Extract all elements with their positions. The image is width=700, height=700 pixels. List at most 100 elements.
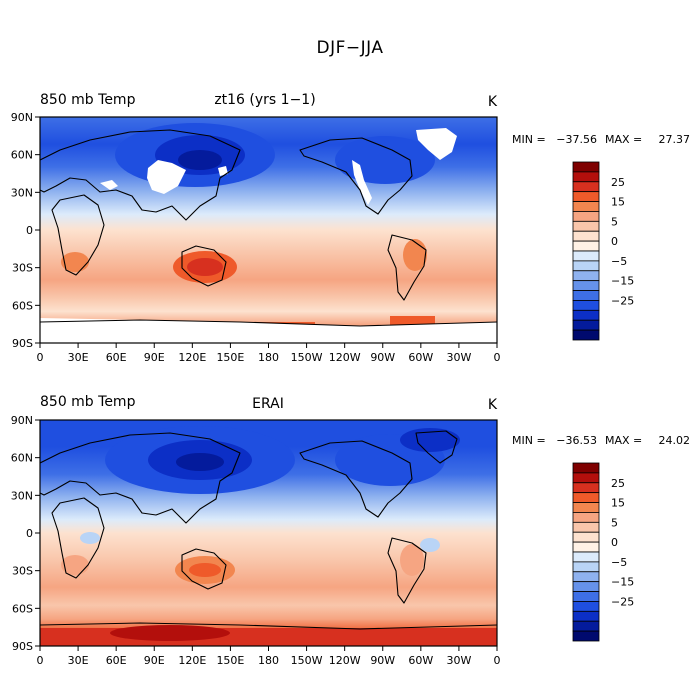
- colorbar-swatch: [572, 591, 600, 602]
- colorbar-label: 0: [611, 235, 618, 248]
- colorbar-swatch: [572, 601, 600, 612]
- coast-antarctica: [40, 319, 497, 327]
- lon-tick-label: 120E: [178, 351, 206, 364]
- figure-title: DJF−JJA: [316, 38, 384, 58]
- stats-min-label: MIN =: [512, 434, 546, 447]
- coast-samerica: [387, 537, 427, 604]
- lat-tick-label: 90S: [12, 640, 33, 653]
- coast-namerica: [299, 137, 413, 215]
- missing-rockies: [352, 160, 372, 205]
- colorbar-swatch: [572, 630, 600, 642]
- lon-tick-label: 0: [37, 351, 44, 364]
- lon-tick-label: 150E: [216, 351, 244, 364]
- coast-greenland: [415, 430, 458, 464]
- coast-africa: [51, 194, 105, 276]
- missing-tibet: [147, 160, 186, 194]
- lat-tick-label: 60S: [12, 299, 33, 312]
- colorbar-swatch: [572, 211, 600, 222]
- colorbar-swatch: [572, 319, 600, 331]
- colorbar-label: −25: [611, 595, 634, 608]
- lat-axis: 90N 60N 30N 0 30S 60S 90S: [11, 111, 40, 350]
- lon-tick-label: 150E: [216, 654, 244, 667]
- warm-core-safrica: [61, 252, 89, 272]
- coast-namerica: [299, 440, 413, 518]
- colorbar-label: −15: [611, 275, 634, 288]
- colorbar-swatch: [572, 620, 600, 632]
- lon-tick-label: 30E: [68, 654, 89, 667]
- lon-tick-label: 150W: [291, 654, 323, 667]
- lat-tick-label: 0: [26, 224, 33, 237]
- colorbar-swatch: [572, 191, 600, 202]
- colorbar-swatch: [572, 472, 600, 484]
- colorbar-swatch: [572, 280, 600, 291]
- missing-west-asia: [100, 180, 118, 190]
- colorbar-swatch: [572, 220, 600, 232]
- warm-core-samerica: [400, 544, 424, 576]
- lon-tick-label: 0: [37, 654, 44, 667]
- stats-min-value: −36.53: [556, 434, 597, 447]
- lon-tick-label: 90W: [370, 351, 395, 364]
- lat-tick-label: 30S: [12, 262, 33, 275]
- colorbar-label: −5: [611, 556, 627, 569]
- panel-center-label: ERAI: [252, 396, 284, 412]
- colorbar-label: −25: [611, 294, 634, 307]
- panel-units: K: [488, 94, 498, 110]
- colorbar-swatch: [572, 171, 600, 183]
- lat-tick-label: 60N: [11, 452, 33, 465]
- colorbar-swatch: [572, 161, 600, 173]
- warm-core-australia-inner: [187, 258, 223, 276]
- panel-left-label: 850 mb Temp: [40, 394, 136, 410]
- coast-antarctica: [40, 622, 497, 630]
- panel-units: K: [488, 397, 498, 413]
- missing-east-asia: [218, 166, 228, 176]
- lon-axis: 0 30E 60E 90E 120E 150E 180 150W 120W 90W 60W 30W 0: [37, 646, 501, 667]
- coast-australia: [181, 548, 227, 590]
- stats-max-value: 24.02: [659, 434, 691, 447]
- colorbar: 25 15 5 0 −5 −15 −25: [572, 462, 634, 642]
- lon-tick-label: 90E: [144, 654, 165, 667]
- warm-core-australia-inner: [189, 563, 221, 577]
- coast-australia: [181, 245, 227, 287]
- lat-tick-label: 30N: [11, 489, 33, 502]
- colorbar-swatch: [572, 571, 600, 583]
- lon-tick-label: 180: [258, 654, 279, 667]
- colorbar-swatch: [572, 541, 600, 553]
- cold-core-greenland: [400, 428, 460, 452]
- colorbar-label: −5: [611, 255, 627, 268]
- colorbar-label: 5: [611, 516, 618, 529]
- lon-tick-label: 60W: [408, 654, 433, 667]
- stats-min-value: −37.56: [556, 133, 597, 146]
- missing-greenland: [416, 128, 457, 160]
- cool-patch-samerica: [420, 538, 440, 552]
- lon-tick-label: 0: [494, 654, 501, 667]
- stats-max-label: MAX =: [605, 434, 642, 447]
- colorbar-swatch: [572, 181, 600, 193]
- colorbar-swatch: [572, 581, 600, 592]
- colorbar-label: 15: [611, 497, 625, 510]
- panel-left-label: 850 mb Temp: [40, 92, 136, 108]
- colorbar-swatch: [572, 250, 600, 262]
- panel-model: 850 mb Temp zt16 (yrs 1−1) K: [11, 92, 690, 364]
- lon-tick-label: 90E: [144, 351, 165, 364]
- colorbar-swatch: [572, 551, 600, 563]
- colorbar-label: 25: [611, 176, 625, 189]
- stats-max-label: MAX =: [605, 133, 642, 146]
- lon-tick-label: 30W: [446, 351, 471, 364]
- colorbar-label: 5: [611, 215, 618, 228]
- colorbar-swatch: [572, 492, 600, 503]
- lon-tick-label: 30E: [68, 351, 89, 364]
- colorbar-swatch: [572, 309, 600, 321]
- colorbar-swatch: [572, 270, 600, 282]
- coastlines: [40, 129, 497, 327]
- coast-eurasia: [40, 432, 241, 524]
- cool-patch-africa: [80, 532, 100, 544]
- lat-tick-label: 90S: [12, 337, 33, 350]
- coast-samerica: [387, 234, 427, 301]
- colorbar-swatch: [572, 561, 600, 573]
- colorbar-swatch: [572, 610, 600, 622]
- colorbar-label: −15: [611, 576, 634, 589]
- lon-tick-label: 120W: [329, 654, 361, 667]
- lon-tick-label: 120E: [178, 654, 206, 667]
- antarctic-warm-band: [40, 628, 497, 646]
